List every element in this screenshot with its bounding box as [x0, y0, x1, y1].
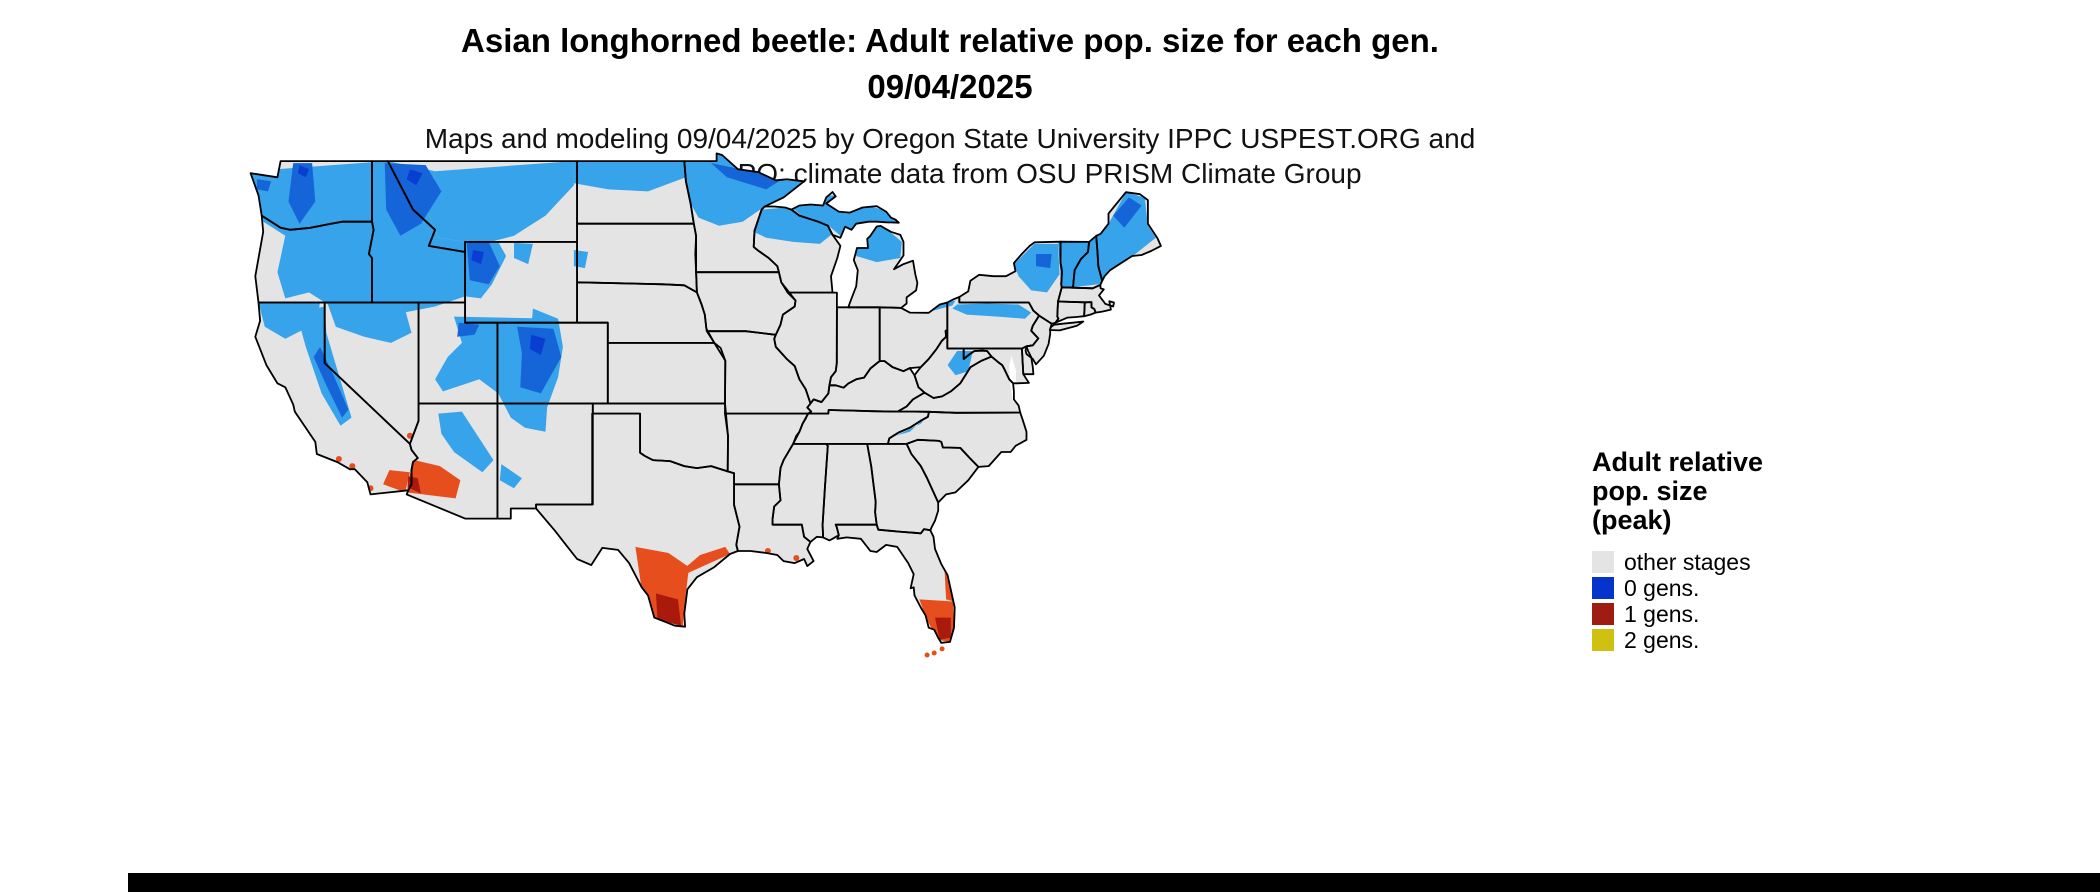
legend-label: other stages — [1624, 548, 1751, 575]
legend-item: 1 gens. — [1592, 601, 1812, 627]
legend-swatch — [1592, 551, 1614, 574]
legend-swatch — [1592, 603, 1614, 626]
title-line-1: Asian longhorned beetle: Adult relative … — [461, 22, 1439, 59]
subtitle-line-1: Maps and modeling 09/04/2025 by Oregon S… — [424, 123, 1476, 154]
footer-bar — [128, 873, 2100, 892]
legend-item: other stages — [1592, 549, 1812, 575]
legend-item: 2 gens. — [1592, 627, 1812, 653]
page-title: Asian longhorned beetle: Adult relative … — [0, 18, 1900, 109]
map-legend: Adult relative pop. size (peak) other st… — [1592, 447, 1812, 653]
title-line-2: 09/04/2025 — [867, 67, 1033, 105]
legend-title-line-3: (peak) — [1592, 505, 1672, 536]
legend-items: other stages 0 gens. 1 gens. 2 gens. — [1592, 549, 1812, 653]
legend-title-line-1: Adult relative — [1592, 447, 1764, 477]
legend-label: 0 gens. — [1624, 574, 1700, 601]
legend-item: 0 gens. — [1592, 575, 1812, 601]
legend-label: 1 gens. — [1624, 600, 1700, 627]
legend-title-line-2: pop. size — [1592, 476, 1708, 507]
legend-swatch — [1592, 577, 1614, 600]
legend-label: 2 gens. — [1624, 626, 1700, 653]
us-map-svg — [249, 152, 1162, 658]
legend-swatch — [1592, 629, 1614, 652]
us-map — [238, 152, 1174, 672]
